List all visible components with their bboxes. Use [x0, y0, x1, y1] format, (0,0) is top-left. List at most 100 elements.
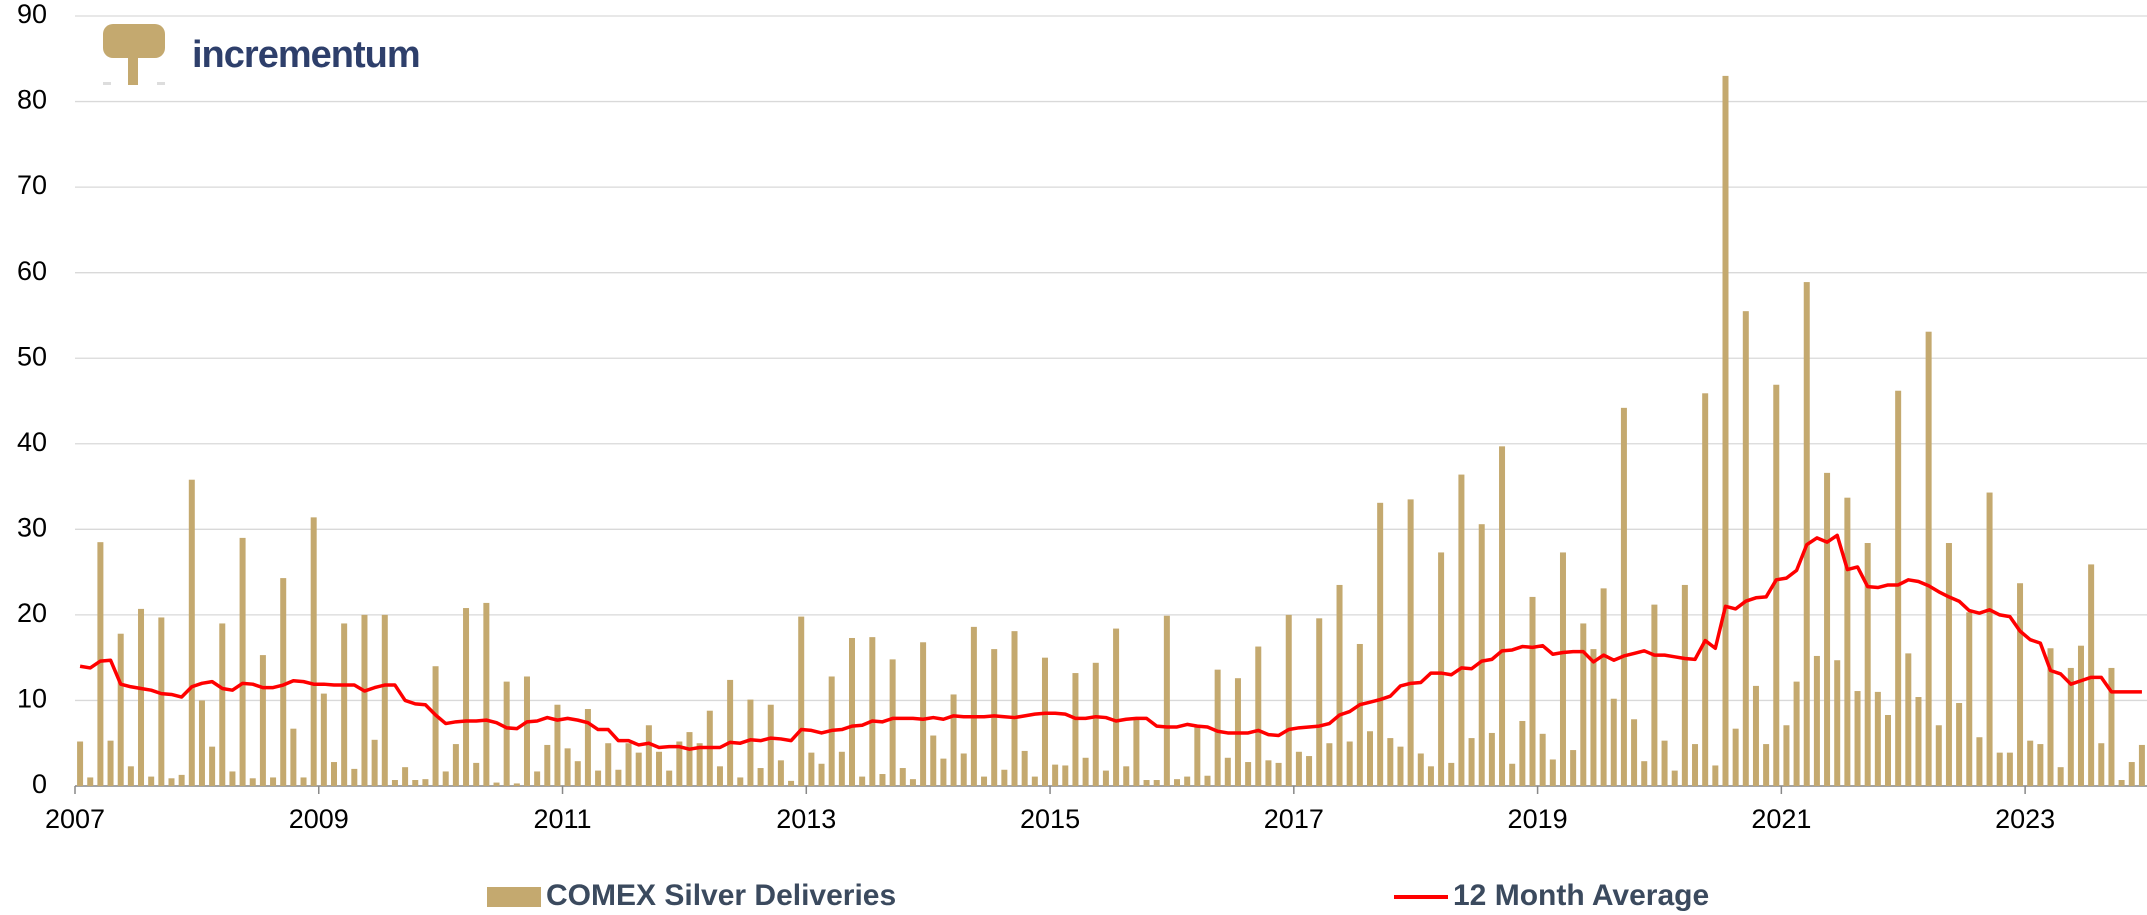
bar: [2047, 648, 2054, 786]
bar: [1356, 643, 1363, 786]
bar: [1163, 615, 1170, 786]
bar: [1702, 393, 1709, 786]
bar: [229, 771, 236, 786]
bar: [1925, 331, 1932, 786]
bar: [402, 767, 409, 786]
bar: [1499, 446, 1506, 786]
bar: [584, 709, 591, 786]
bar: [2006, 752, 2013, 786]
bar: [1509, 763, 1516, 786]
x-tick-label: 2011: [533, 804, 591, 834]
bar: [1742, 311, 1749, 786]
bar: [1549, 759, 1556, 786]
x-tick-label: 2007: [45, 804, 105, 834]
bar: [1427, 766, 1434, 786]
bar: [1052, 764, 1059, 786]
bar: [1194, 726, 1201, 786]
bar: [595, 770, 602, 786]
bar: [1346, 741, 1353, 786]
bar: [1885, 714, 1891, 786]
bar: [1123, 766, 1130, 786]
bar: [280, 578, 287, 786]
bar: [1671, 770, 1678, 786]
bar: [808, 752, 815, 786]
bar: [544, 744, 551, 786]
bar: [1915, 697, 1922, 786]
logo-text: incrementum: [192, 34, 420, 76]
legend-swatch: [487, 887, 541, 907]
bar: [696, 743, 703, 786]
bar: [554, 704, 561, 786]
bar: [635, 752, 642, 786]
bar: [727, 679, 734, 786]
y-tick-label: 0: [32, 769, 47, 799]
bar: [1559, 552, 1566, 786]
bar: [869, 637, 876, 786]
bar: [1732, 728, 1739, 786]
bar: [422, 779, 429, 786]
bar: [1631, 719, 1638, 786]
bar: [219, 623, 226, 786]
y-tick-label: 60: [17, 256, 47, 286]
bar: [351, 768, 358, 786]
bar: [1864, 543, 1871, 786]
bar: [1367, 731, 1373, 786]
bar: [1072, 673, 1079, 786]
line: [79, 533, 2142, 751]
bar: [300, 777, 307, 786]
bar: [1519, 720, 1526, 786]
bar: [615, 769, 622, 786]
bar: [1966, 612, 1973, 786]
bar: [1844, 497, 1851, 786]
x-tick-label: 2013: [776, 804, 836, 834]
bar: [1224, 757, 1231, 786]
y-tick-label: 10: [17, 684, 47, 714]
bar: [1255, 646, 1262, 786]
bar: [1610, 698, 1617, 786]
bar: [788, 780, 795, 786]
bar: [930, 735, 937, 786]
bar: [889, 659, 896, 786]
bar: [1590, 649, 1597, 786]
bar: [1935, 725, 1942, 786]
bar: [1773, 384, 1780, 786]
logo-icon: [103, 24, 165, 85]
bar: [1529, 596, 1536, 786]
bar: [1478, 524, 1485, 786]
bar: [473, 762, 480, 786]
bar: [178, 774, 185, 786]
bar: [1092, 662, 1099, 786]
bar: [879, 774, 886, 786]
bar: [2027, 740, 2034, 786]
bar: [270, 777, 277, 786]
bar: [361, 614, 368, 786]
bar: [310, 517, 317, 786]
x-tick-label: 2023: [1995, 804, 2055, 834]
bar: [605, 743, 612, 786]
bar: [1407, 499, 1414, 786]
bar: [381, 614, 388, 786]
bar: [1275, 762, 1282, 786]
bar: [1102, 770, 1109, 786]
bar: [849, 637, 855, 786]
bar: [117, 633, 124, 786]
bar: [1417, 753, 1424, 786]
bar: [290, 728, 297, 786]
bar: [503, 681, 510, 786]
bar: [1326, 743, 1333, 786]
bar: [97, 542, 104, 786]
bar: [1174, 779, 1181, 786]
bar: [909, 779, 916, 786]
bar: [209, 746, 216, 786]
bar: [1316, 618, 1323, 786]
bar: [2057, 767, 2064, 786]
bar: [239, 537, 246, 786]
bar: [645, 725, 652, 786]
bar: [1001, 769, 1008, 786]
bar: [1041, 657, 1048, 786]
bar: [1539, 733, 1546, 786]
bar: [767, 704, 774, 786]
bar: [1113, 628, 1120, 786]
bar: [168, 778, 175, 786]
bar: [1438, 552, 1445, 786]
